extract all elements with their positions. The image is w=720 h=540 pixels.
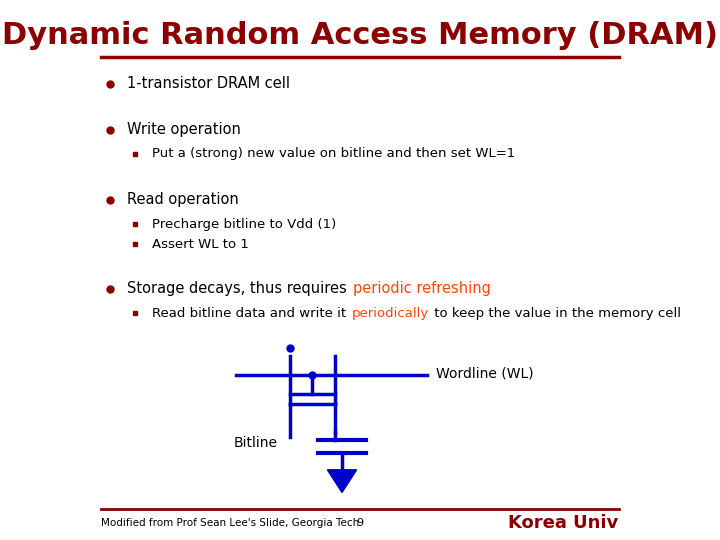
Text: Read bitline data and write it: Read bitline data and write it <box>152 307 351 320</box>
Text: Wordline (WL): Wordline (WL) <box>436 367 534 381</box>
Polygon shape <box>328 470 356 492</box>
Text: Modified from Prof Sean Lee's Slide, Georgia Tech: Modified from Prof Sean Lee's Slide, Geo… <box>102 518 360 528</box>
Text: 9: 9 <box>356 518 364 528</box>
Text: Assert WL to 1: Assert WL to 1 <box>152 238 249 251</box>
Text: Put a (strong) new value on bitline and then set WL=1: Put a (strong) new value on bitline and … <box>152 147 516 160</box>
Text: Korea Univ: Korea Univ <box>508 514 618 532</box>
Text: Precharge bitline to Vdd (1): Precharge bitline to Vdd (1) <box>152 218 336 231</box>
Text: Write operation: Write operation <box>127 122 240 137</box>
Text: periodic refreshing: periodic refreshing <box>353 281 490 296</box>
Text: Dynamic Random Access Memory (DRAM): Dynamic Random Access Memory (DRAM) <box>2 21 718 50</box>
Text: Bitline: Bitline <box>234 436 278 450</box>
Text: periodically: periodically <box>352 307 429 320</box>
Text: 1-transistor DRAM cell: 1-transistor DRAM cell <box>127 76 289 91</box>
Text: Storage decays, thus requires: Storage decays, thus requires <box>127 281 351 296</box>
Text: to keep the value in the memory cell: to keep the value in the memory cell <box>430 307 680 320</box>
Text: Read operation: Read operation <box>127 192 238 207</box>
